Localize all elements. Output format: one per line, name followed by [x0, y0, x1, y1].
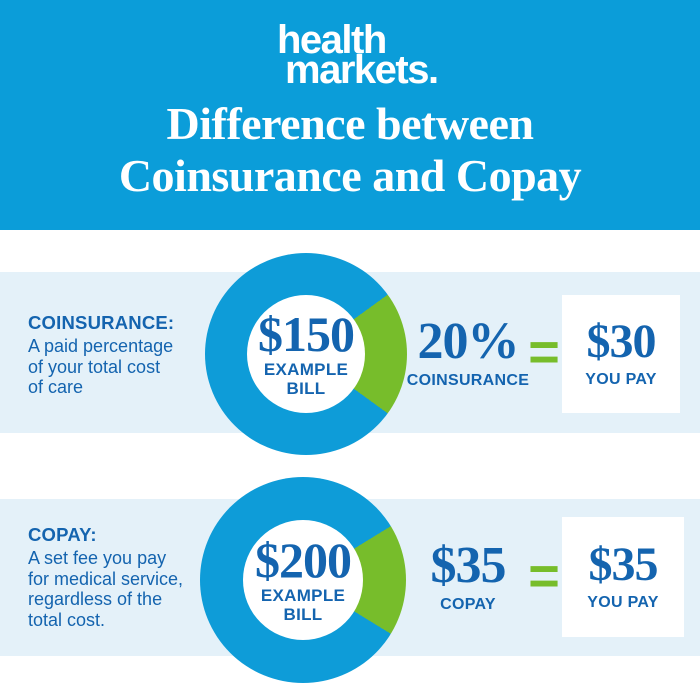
copay-bill-label: EXAMPLE BILL: [261, 586, 345, 624]
copay-definition: COPAY: A set fee you pay for medical ser…: [28, 524, 223, 630]
coinsurance-result-amount: $30: [586, 315, 657, 368]
coinsurance-result-label: YOU PAY: [585, 371, 657, 388]
bill-label-line2: BILL: [283, 604, 323, 624]
page-title-line1: Difference between: [166, 98, 534, 149]
page-title: Difference between Coinsurance and Copay: [0, 98, 700, 202]
coinsurance-description: A paid percentage of your total cost of …: [28, 336, 174, 397]
equals-icon: =: [528, 322, 560, 382]
copay-rate: $35 COPAY: [398, 540, 538, 614]
coinsurance-bill-amount: $150: [258, 305, 355, 362]
bill-label-line2: BILL: [286, 378, 326, 398]
coinsurance-heading: COINSURANCE:: [28, 312, 175, 333]
copay-heading: COPAY:: [28, 524, 97, 545]
bill-label-line1: EXAMPLE: [263, 359, 349, 379]
copay-donut-center: $200 EXAMPLE BILL: [243, 520, 363, 640]
copay-result-amount: $35: [588, 538, 659, 591]
bill-label-line1: EXAMPLE: [260, 585, 346, 605]
equals-icon: =: [528, 546, 560, 606]
copay-bill-amount: $200: [255, 531, 352, 588]
copay-rate-value: $35: [430, 537, 507, 594]
coinsurance-rate-value: 20%: [417, 313, 520, 370]
coinsurance-definition: COINSURANCE: A paid percentage of your t…: [28, 312, 223, 398]
logo-text-markets: markets.: [285, 48, 439, 92]
coinsurance-bill-label: EXAMPLE BILL: [264, 360, 348, 398]
coinsurance-rate: 20% COINSURANCE: [398, 316, 538, 390]
logo-text-health: health: [277, 18, 387, 62]
copay-rate-label: COPAY: [440, 596, 496, 613]
coinsurance-rate-label: COINSURANCE: [406, 372, 530, 389]
coinsurance-donut-center: $150 EXAMPLE BILL: [247, 295, 365, 413]
copay-result-label: YOU PAY: [587, 594, 659, 611]
header-banner: health markets. Difference between Coins…: [0, 0, 700, 230]
copay-result-box: $35 YOU PAY: [562, 517, 684, 637]
healthmarkets-logo: health markets.: [0, 0, 700, 95]
coinsurance-donut-chart: $150 EXAMPLE BILL: [205, 253, 407, 455]
copay-donut-chart: $200 EXAMPLE BILL: [200, 477, 406, 683]
copay-description: A set fee you pay for medical service, r…: [28, 548, 184, 630]
page-title-line2: Coinsurance and Copay: [118, 150, 582, 201]
coinsurance-result-box: $30 YOU PAY: [562, 295, 680, 413]
